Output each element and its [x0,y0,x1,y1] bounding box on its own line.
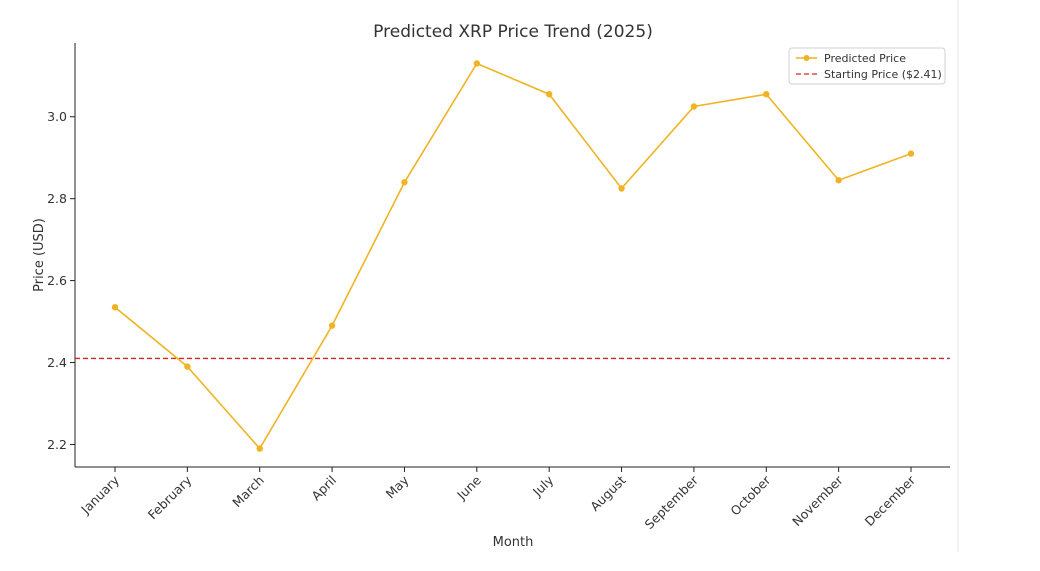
x-tick-label-august: August [587,472,629,514]
data-point-april [328,322,336,329]
legend-starting-price-label: Starting Price ($2.41) [824,68,942,81]
data-point-january [111,304,119,311]
y-tick-label: 2.8 [47,191,67,206]
x-tick-label-december: December [862,472,919,529]
x-tick-label-june: June [453,472,484,503]
y-ticks: 2.2 2.4 2.6 2.8 3.0 [47,109,75,452]
legend-predicted-price-label: Predicted Price [824,52,906,65]
x-tick-label-may: May [383,472,412,501]
x-tick-label-november: November [789,472,846,529]
legend: Predicted Price Starting Price ($2.41) [788,47,946,85]
x-tick-label-september: September [642,472,702,532]
data-point-march [256,445,263,452]
legend-predicted-price-marker [803,55,810,61]
x-ticks: January February March April May June July Augu… [77,467,919,532]
predicted-price-line [114,62,912,450]
axes [74,43,950,468]
data-point-september [690,103,698,110]
x-tick-label-january: January [77,472,122,517]
chart-title: Predicted XRP Price Trend (2025) [373,22,653,42]
x-axis-label: Month [493,535,534,550]
data-point-july [545,91,553,98]
data-point-may [401,179,408,186]
y-axis-label: Price (USD) [32,218,47,292]
x-tick-label-march: March [229,473,267,511]
y-tick-label: 2.6 [47,273,67,288]
x-tick-label-july: July [529,472,557,500]
data-point-june [473,60,481,67]
y-tick-label: 2.4 [47,355,67,370]
x-tick-label-october: October [727,472,774,519]
data-point-august [618,185,625,192]
legend-box [788,47,946,85]
data-point-november [835,177,842,184]
y-tick-label: 3.0 [47,109,67,124]
x-tick-label-april: April [308,473,339,504]
data-point-february [184,363,191,370]
x-tick-label-february: February [145,472,195,522]
predicted-price-points [111,60,915,452]
y-tick-label: 2.2 [47,437,67,452]
data-point-december [907,150,915,157]
data-point-october [763,91,770,98]
